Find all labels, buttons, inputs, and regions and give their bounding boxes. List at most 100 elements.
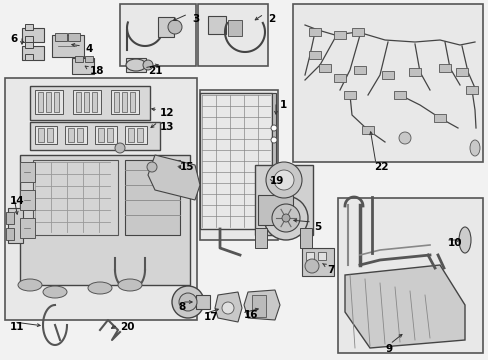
Bar bbox=[333, 74, 346, 82]
Circle shape bbox=[271, 204, 299, 232]
Ellipse shape bbox=[126, 59, 146, 71]
Bar bbox=[85, 56, 93, 62]
Text: 20: 20 bbox=[120, 322, 134, 332]
Bar bbox=[120, 4, 196, 66]
Bar bbox=[46, 92, 51, 112]
Text: 7: 7 bbox=[326, 265, 334, 275]
Bar bbox=[111, 90, 139, 114]
Ellipse shape bbox=[118, 279, 142, 291]
Bar bbox=[353, 66, 365, 74]
Bar bbox=[381, 71, 393, 79]
Bar bbox=[254, 228, 266, 248]
Bar bbox=[130, 92, 135, 112]
Text: 8: 8 bbox=[178, 302, 185, 312]
Circle shape bbox=[270, 125, 276, 131]
Bar bbox=[20, 155, 190, 285]
Bar bbox=[5, 78, 197, 320]
Bar bbox=[84, 92, 89, 112]
Bar bbox=[68, 128, 74, 142]
Bar bbox=[317, 252, 325, 260]
Circle shape bbox=[147, 162, 157, 172]
Bar bbox=[251, 295, 265, 317]
Bar bbox=[55, 33, 67, 41]
Bar bbox=[95, 126, 117, 144]
Bar bbox=[438, 64, 450, 72]
Polygon shape bbox=[215, 292, 242, 322]
Bar bbox=[22, 28, 44, 42]
Bar bbox=[47, 128, 53, 142]
Ellipse shape bbox=[43, 286, 67, 298]
Bar bbox=[52, 35, 84, 57]
Text: 12: 12 bbox=[160, 108, 174, 118]
Bar bbox=[72, 58, 94, 74]
Ellipse shape bbox=[88, 282, 112, 294]
Bar bbox=[20, 190, 35, 210]
Text: 16: 16 bbox=[244, 310, 258, 320]
Text: 18: 18 bbox=[90, 66, 104, 76]
Bar bbox=[20, 218, 35, 238]
Text: 13: 13 bbox=[160, 122, 174, 132]
Circle shape bbox=[305, 259, 318, 273]
Bar bbox=[35, 90, 63, 114]
Bar bbox=[408, 68, 420, 76]
Text: 19: 19 bbox=[269, 176, 284, 186]
Bar bbox=[30, 122, 160, 150]
Text: 11: 11 bbox=[10, 322, 24, 332]
Bar bbox=[8, 208, 23, 243]
Circle shape bbox=[179, 293, 197, 311]
Bar bbox=[128, 128, 134, 142]
Bar bbox=[465, 86, 477, 94]
Bar bbox=[65, 126, 87, 144]
Bar bbox=[343, 91, 355, 99]
Text: 2: 2 bbox=[267, 14, 275, 24]
Circle shape bbox=[264, 196, 307, 240]
Bar bbox=[196, 295, 209, 309]
Circle shape bbox=[172, 286, 203, 318]
Bar bbox=[54, 92, 59, 112]
Bar bbox=[351, 28, 363, 36]
Bar bbox=[38, 128, 44, 142]
Bar bbox=[198, 4, 267, 66]
Text: 14: 14 bbox=[10, 196, 24, 206]
Bar bbox=[35, 126, 57, 144]
Bar bbox=[38, 92, 43, 112]
Bar bbox=[433, 114, 445, 122]
Bar bbox=[73, 90, 101, 114]
Ellipse shape bbox=[469, 140, 479, 156]
Bar bbox=[227, 20, 242, 36]
Ellipse shape bbox=[142, 60, 153, 70]
Bar bbox=[20, 162, 35, 182]
Text: 10: 10 bbox=[447, 238, 462, 248]
Bar bbox=[122, 92, 127, 112]
Bar bbox=[30, 86, 150, 120]
Circle shape bbox=[282, 214, 289, 222]
Bar bbox=[22, 46, 44, 60]
Bar bbox=[125, 126, 147, 144]
Bar bbox=[200, 90, 278, 240]
Bar bbox=[25, 54, 33, 60]
Bar bbox=[302, 248, 333, 276]
Circle shape bbox=[265, 162, 302, 198]
Polygon shape bbox=[148, 155, 200, 200]
Circle shape bbox=[398, 132, 410, 144]
Bar bbox=[25, 24, 33, 30]
Text: 1: 1 bbox=[280, 100, 286, 110]
Text: 9: 9 bbox=[384, 344, 391, 354]
Text: 6: 6 bbox=[10, 34, 17, 44]
Bar bbox=[77, 128, 83, 142]
Bar bbox=[107, 128, 113, 142]
Bar bbox=[114, 92, 119, 112]
Bar bbox=[126, 58, 146, 72]
Polygon shape bbox=[345, 265, 464, 348]
Bar bbox=[75, 56, 83, 62]
Bar bbox=[299, 228, 311, 248]
Bar bbox=[6, 228, 14, 240]
Bar bbox=[258, 195, 292, 225]
Bar bbox=[92, 92, 97, 112]
Ellipse shape bbox=[18, 279, 42, 291]
Bar bbox=[137, 128, 142, 142]
Circle shape bbox=[273, 170, 293, 190]
Bar bbox=[158, 17, 174, 37]
Bar bbox=[25, 36, 33, 42]
Bar bbox=[125, 160, 180, 235]
